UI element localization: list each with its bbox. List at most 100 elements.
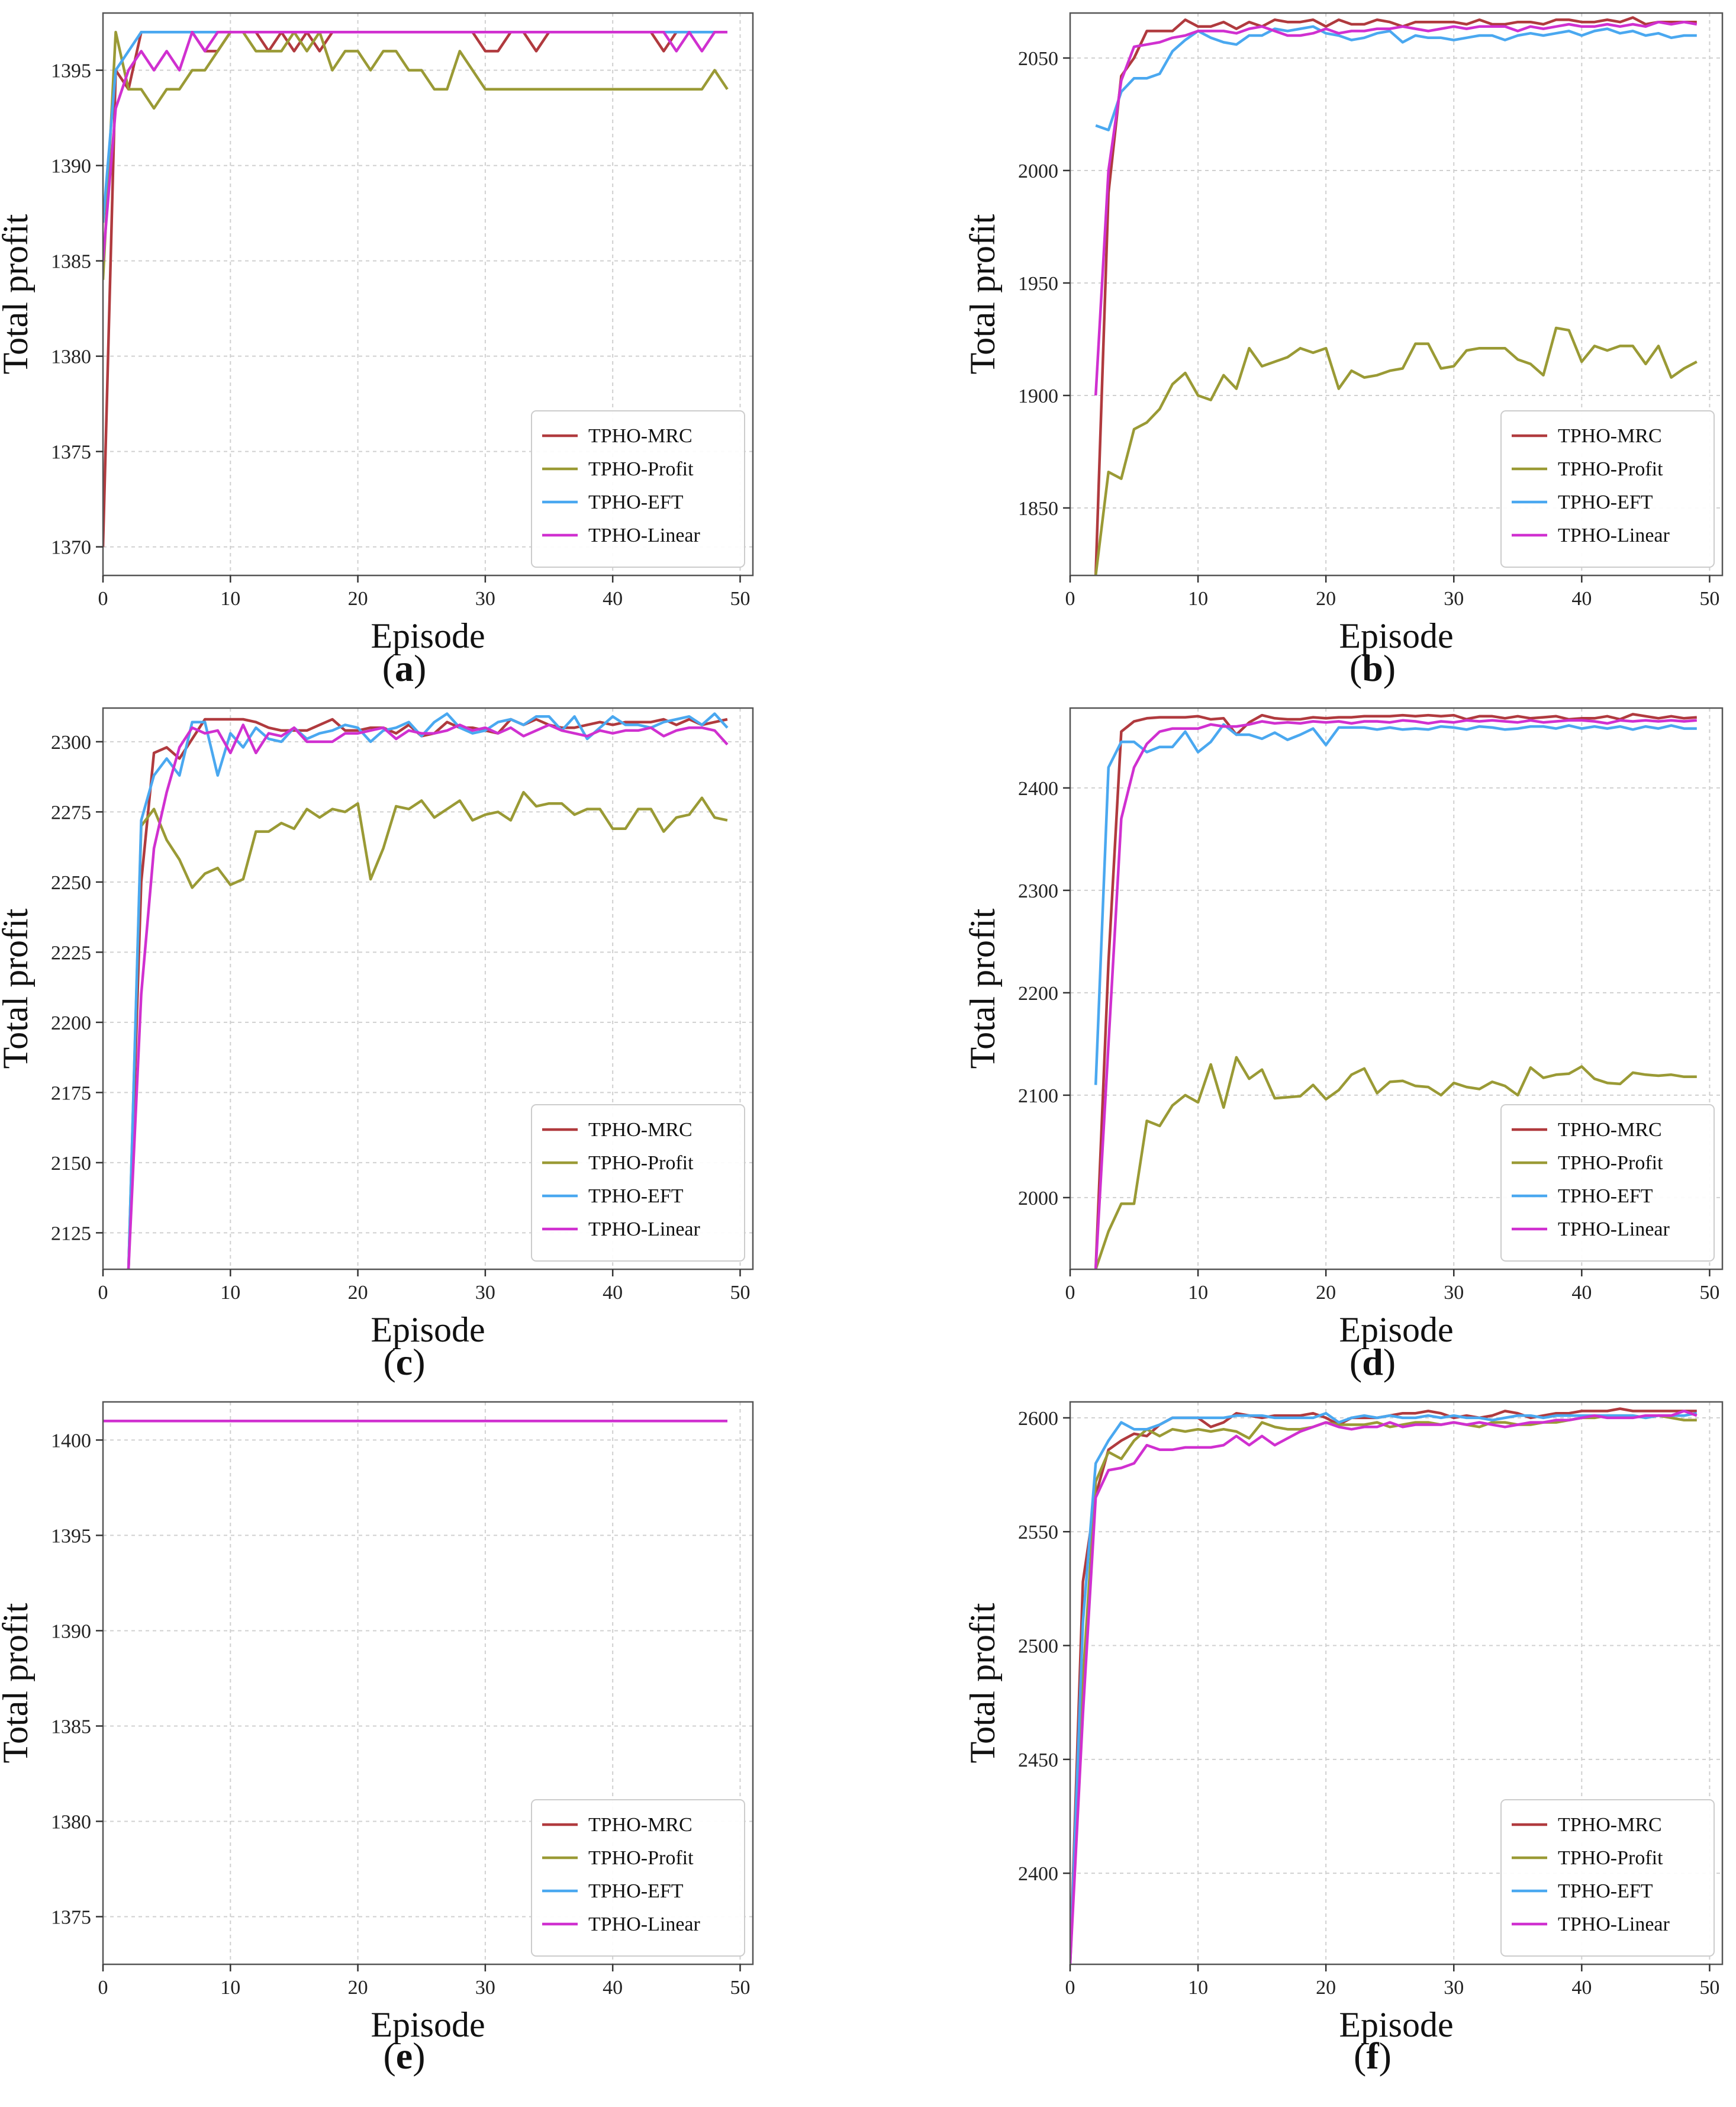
- axes-frame: [1069, 12, 1724, 577]
- x-tick-label: 50: [730, 1977, 750, 1999]
- legend-box: [531, 1799, 745, 1957]
- panel-label: (e): [383, 2035, 425, 2077]
- y-tick-label: 2300: [1018, 880, 1058, 902]
- y-tick-label: 2400: [1018, 778, 1058, 800]
- series-line-tpho-profit: [103, 30, 729, 280]
- x-tick-label: 30: [1444, 588, 1464, 610]
- x-tick-label: 50: [1699, 1282, 1719, 1304]
- x-tick-label: 50: [1699, 1977, 1719, 1999]
- chart-panel-d: 0 10 20 30 40 50 2000 2100 2200 2300 2400 Episode To…: [963, 707, 1724, 1383]
- x-tick-label: 10: [1188, 588, 1208, 610]
- legend-label: TPHO-Linear: [588, 1218, 701, 1240]
- y-tick-label: 2400: [1018, 1863, 1058, 1885]
- legend-label: TPHO-EFT: [1558, 491, 1653, 513]
- x-tick-label: 0: [98, 1282, 108, 1304]
- y-axis-label: Total profit: [0, 908, 35, 1069]
- legend-label: TPHO-MRC: [1558, 1119, 1662, 1141]
- legend-label: TPHO-MRC: [588, 1814, 693, 1836]
- legend-label: TPHO-MRC: [588, 1119, 693, 1141]
- legend-label: TPHO-EFT: [1558, 1185, 1653, 1207]
- legend-label: TPHO-EFT: [588, 1185, 684, 1207]
- legend-label: TPHO-Profit: [588, 458, 694, 480]
- x-tick-label: 40: [1571, 1977, 1592, 1999]
- y-tick-label: 2500: [1018, 1636, 1058, 1658]
- legend-label: TPHO-EFT: [588, 1880, 684, 1902]
- y-tick-label: 1395: [51, 60, 91, 82]
- x-tick-label: 30: [475, 1282, 495, 1304]
- x-tick-label: 10: [220, 1977, 240, 1999]
- y-tick-label: 2175: [51, 1082, 91, 1104]
- y-tick-label: 1950: [1018, 273, 1058, 295]
- y-tick-label: 1900: [1018, 385, 1058, 407]
- panel-label: (c): [383, 1341, 425, 1383]
- x-tick-label: 10: [1188, 1977, 1208, 1999]
- chart-panel-a: 0 10 20 30 40 50 1370 1375 1380 1385 1390 1395 Episo…: [0, 12, 754, 689]
- x-tick-label: 20: [348, 1282, 368, 1304]
- legend-box: [1500, 410, 1715, 568]
- legend-label: TPHO-Linear: [588, 525, 701, 546]
- legend-box: [1500, 1104, 1715, 1262]
- x-axis-label: Episode: [371, 616, 485, 655]
- x-tick-label: 20: [1316, 588, 1336, 610]
- y-tick-label: 2125: [51, 1223, 91, 1244]
- legend-label: TPHO-Linear: [588, 1913, 701, 1935]
- y-axis-label: Total profit: [963, 1603, 1002, 1763]
- x-axis-label: Episode: [371, 2005, 485, 2044]
- series-line-tpho-mrc: [1094, 16, 1697, 575]
- chart-panel-c: 0 10 20 30 40 50 2125 2150 2175 2200 2225 2250 2275 2…: [0, 707, 754, 1383]
- legend-label: TPHO-Profit: [1558, 458, 1663, 480]
- x-tick-label: 20: [1316, 1977, 1336, 1999]
- series-lines: [1094, 713, 1697, 1269]
- legend-box: [1500, 1799, 1715, 1957]
- axes-frame: [1069, 1401, 1724, 1966]
- x-tick-label: 40: [603, 588, 623, 610]
- y-tick-label: 2275: [51, 802, 91, 824]
- x-tick-label: 20: [348, 1977, 368, 1999]
- legend: TPHO-MRC TPHO-Profit TPHO-EFT TPHO-Linear: [1500, 1104, 1715, 1262]
- y-tick-label: 1385: [51, 251, 91, 273]
- chart-panel-b: 0 10 20 30 40 50 1850 1900 1950 2000 2050 Episode To…: [963, 12, 1724, 689]
- y-axis-label: Total profit: [963, 214, 1002, 374]
- y-tick-label: 2450: [1018, 1749, 1058, 1771]
- legend: TPHO-MRC TPHO-Profit TPHO-EFT TPHO-Linear: [531, 1799, 745, 1957]
- x-axis-label: Episode: [1339, 1310, 1453, 1349]
- panel-label: (f): [1354, 2035, 1392, 2077]
- y-tick-label: 2300: [51, 732, 91, 754]
- series-line-tpho-profit: [127, 790, 728, 1269]
- series-line-tpho-profit: [1094, 326, 1698, 575]
- y-axis-label: Total profit: [963, 908, 1002, 1069]
- series-line-tpho-linear: [1094, 719, 1697, 1269]
- legend-label: TPHO-Linear: [1558, 1913, 1670, 1935]
- legend-label: TPHO-MRC: [1558, 1814, 1662, 1836]
- y-axis-label: Total profit: [0, 214, 35, 374]
- series-line-tpho-linear: [103, 30, 727, 261]
- legend-label: TPHO-Linear: [1558, 1218, 1670, 1240]
- x-tick-label: 0: [98, 1977, 108, 1999]
- y-tick-label: 2200: [1018, 983, 1058, 1005]
- y-tick-label: 2000: [1018, 1188, 1058, 1209]
- axes-frame: [1069, 707, 1724, 1270]
- legend-box: [531, 410, 745, 568]
- x-tick-label: 0: [98, 588, 108, 610]
- x-axis-label: Episode: [1339, 616, 1453, 655]
- legend-label: TPHO-MRC: [588, 425, 693, 447]
- panel-label: (b): [1349, 647, 1396, 689]
- y-tick-label: 1380: [51, 346, 91, 368]
- legend-box: [531, 1104, 745, 1262]
- axes-frame: [102, 1401, 754, 1966]
- chart-panel-f: 0 10 20 30 40 50 2400 2450 2500 2550 2600 Episode To…: [963, 1401, 1724, 2077]
- x-tick-label: 0: [1065, 1282, 1075, 1304]
- legend-label: TPHO-Profit: [1558, 1152, 1663, 1174]
- x-tick-label: 0: [1065, 1977, 1075, 1999]
- x-tick-label: 50: [730, 588, 750, 610]
- series-line-tpho-linear: [1070, 1410, 1698, 1964]
- series-lines: [103, 30, 729, 547]
- x-axis-label: Episode: [371, 1310, 485, 1349]
- y-tick-label: 2550: [1018, 1521, 1058, 1543]
- y-tick-label: 2050: [1018, 48, 1058, 70]
- y-tick-label: 2150: [51, 1153, 91, 1175]
- y-tick-label: 2200: [51, 1012, 91, 1034]
- legend: TPHO-MRC TPHO-Profit TPHO-EFT TPHO-Linear: [531, 1104, 745, 1262]
- legend-label: TPHO-MRC: [1558, 425, 1662, 447]
